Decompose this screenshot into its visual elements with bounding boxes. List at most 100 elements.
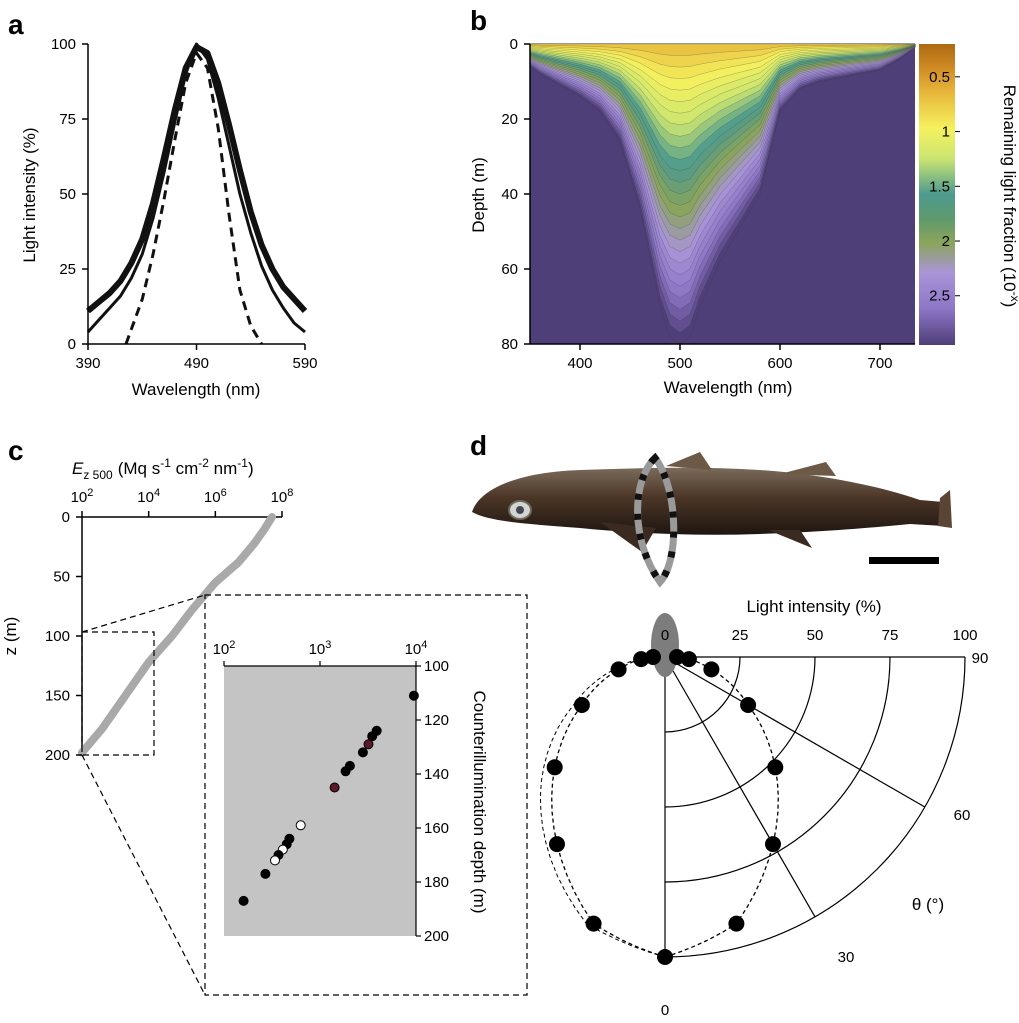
panel-b-xlabel: Wavelength (nm) <box>664 378 793 397</box>
panel-c-inset-point <box>295 820 306 831</box>
panel-label-d: d <box>470 430 487 461</box>
panel-c-xtick-label: 102 <box>71 487 94 506</box>
panel-b-colorbar-tick-label: 1 <box>942 124 950 141</box>
panel-d-angle-tick-label: 60 <box>954 807 971 824</box>
panel-b-ytick-label: 0 <box>510 36 518 53</box>
panel-a-xtick-label: 590 <box>292 355 317 372</box>
panel-b-xtick-label: 500 <box>667 355 692 372</box>
panel-c-inset-xtick-label-base: 10 <box>309 641 326 658</box>
panel-a-ylabel: Light intensity (%) <box>20 127 39 262</box>
panel-d-radial-tick-label: 75 <box>882 627 899 644</box>
panel-b-colorbar-tick-label: 0.5 <box>929 69 950 86</box>
panel-b-contour-band <box>529 43 916 56</box>
panel-d-point-mirror <box>585 915 602 932</box>
panel-b-ytick-label: 60 <box>501 261 518 278</box>
panel-d-angle-tick-label: 90 <box>972 650 989 667</box>
panel-d-point <box>728 915 745 932</box>
panel-c-inset-xtick-label-exp: 3 <box>325 639 331 651</box>
panel-c-inset-xtick-label-base: 10 <box>405 641 422 658</box>
panel-c-xtick-label: 108 <box>271 487 294 506</box>
panel-a-xtick-label: 390 <box>75 355 100 372</box>
panel-d-point-mirror <box>610 661 627 678</box>
panel-d-radial-label: Light intensity (%) <box>746 597 881 616</box>
panel-d-radial-ring <box>664 656 891 883</box>
panel-c-xtick-label: 106 <box>204 487 227 506</box>
panel-c-xtick-label-base: 10 <box>271 489 288 506</box>
panel-d-radial-tick-label: 100 <box>952 627 977 644</box>
panel-c-inset-ytick-label: 180 <box>424 874 449 891</box>
panel-d-point-mirror <box>633 651 650 668</box>
panel-c-inset-xtick-label: 104 <box>405 639 428 658</box>
panel-a-series-dashed <box>124 51 263 345</box>
panel-b-xtick-label: 400 <box>567 355 592 372</box>
panel-d-point <box>680 651 697 668</box>
panel-a-xtick-label: 490 <box>184 355 209 372</box>
panel-c-inset-point <box>367 731 378 742</box>
panel-d-point <box>767 759 784 776</box>
panel-a-chart: 0 25 50 75 100 390 490 590 Wavelength (nm) Ligh… <box>20 36 318 399</box>
panel-c-inset-ytick-label: 120 <box>424 712 449 729</box>
panel-c-ytick-label: 50 <box>53 569 70 586</box>
panel-c-xtick-label-exp: 2 <box>87 487 93 499</box>
panel-c-inset-plot <box>224 666 416 936</box>
panel-b-chart: 0 20 40 60 80 400 500 600 700 0.5 1 1.5 2 2.5 Wavele… <box>469 36 1019 397</box>
panel-b-contour-band <box>529 43 916 68</box>
panel-d-point <box>669 649 685 665</box>
panel-c-ytick-label: 100 <box>45 628 70 645</box>
panel-c-inset-point <box>329 782 340 793</box>
panel-d-angle-label: θ (°) <box>912 895 944 914</box>
panel-d-angle-tick-label: 0 <box>661 1002 669 1019</box>
panel-c-xlabel: Ez 500 (Mq s-1 cm-2 nm-1) <box>72 456 254 482</box>
panel-b-ylabel: Depth (m) <box>469 157 488 233</box>
panel-c-inset-ytick-label: 140 <box>424 766 449 783</box>
panel-d-radial-ring <box>664 656 966 958</box>
panel-c-inset-point <box>270 855 280 866</box>
panel-c-inset-xtick-label: 103 <box>309 639 332 658</box>
panel-b-colorbar-tick-label: 2.5 <box>929 288 950 305</box>
panel-c-xtick-label-exp: 6 <box>221 487 227 499</box>
panel-c-ytick-label: 0 <box>62 509 70 526</box>
panel-a-series-thin-solid <box>86 42 306 334</box>
panel-a-ytick-label: 50 <box>59 186 76 203</box>
panel-a-ytick-label: 100 <box>51 36 76 53</box>
panel-a-series-thick-solid <box>86 44 308 314</box>
panel-b-colorbar-tick-label: 1.5 <box>929 178 950 195</box>
panel-c-xtick-label-base: 10 <box>137 489 154 506</box>
scale-bar <box>869 557 939 564</box>
panel-label-b: b <box>470 5 487 36</box>
panel-c-inset-xtick-label-base: 10 <box>213 641 230 658</box>
panel-d-point <box>657 949 673 965</box>
panel-a-ytick-label: 25 <box>59 261 76 278</box>
panel-d-point <box>740 697 757 713</box>
panel-c-zoom-box <box>81 631 155 756</box>
panel-c-inset-ytick-label: 200 <box>424 928 449 945</box>
panel-c-ytick-label: 150 <box>45 688 70 705</box>
panel-b-ytick-label: 20 <box>501 111 518 128</box>
panel-c-inset-point <box>340 766 351 777</box>
panel-c-xtick-label: 104 <box>137 487 160 506</box>
panel-d-point <box>765 836 781 853</box>
panel-b-colorbar-label: Remaining light fraction (10-x) <box>1000 85 1019 308</box>
panel-c-ytick-label: 200 <box>45 747 70 764</box>
panel-c-xtick-label-exp: 8 <box>287 487 293 499</box>
panel-d-point-mirror <box>573 697 590 713</box>
panel-label-c: c <box>8 435 24 466</box>
panel-b-colorbar <box>919 44 955 345</box>
panel-c-inset-xtick-label: 102 <box>213 639 236 658</box>
panel-c-connector-bottom <box>81 754 206 996</box>
panel-c-inset-point <box>260 868 271 879</box>
panel-d-radial-tick-label: 50 <box>807 627 824 644</box>
panel-d-point-mirror <box>549 836 565 853</box>
panel-d-radial-tick-label: 25 <box>732 627 749 644</box>
panel-c-inset-ytick-label: 160 <box>424 820 449 837</box>
panel-d-envelope-outer <box>539 656 666 958</box>
lanternshark-photo <box>472 452 952 588</box>
panel-d-spoke <box>664 656 816 918</box>
panel-d-point-mirror <box>645 649 661 665</box>
panel-c-inset-xtick-label-exp: 4 <box>421 639 427 651</box>
panel-b-ytick-label: 80 <box>501 336 518 353</box>
panel-c-inset-point <box>357 747 368 758</box>
panel-b-xtick-label: 600 <box>767 355 792 372</box>
